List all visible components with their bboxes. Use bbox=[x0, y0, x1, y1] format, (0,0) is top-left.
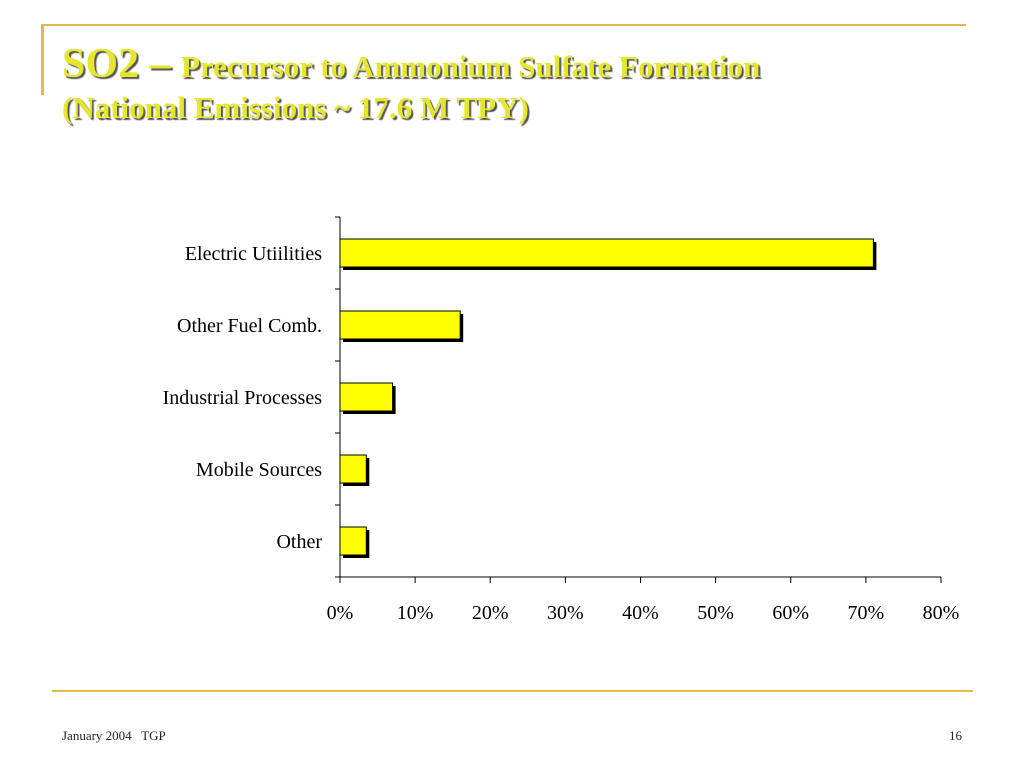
x-tick-label: 80% bbox=[923, 602, 960, 624]
bar bbox=[339, 454, 367, 484]
bar bbox=[339, 238, 874, 268]
x-tick-label: 40% bbox=[622, 602, 659, 624]
footer-page-number: 16 bbox=[949, 728, 962, 743]
x-tick-label: 30% bbox=[547, 602, 584, 624]
category-label: Industrial Processes bbox=[163, 387, 323, 409]
category-label: Electric Utiilities bbox=[185, 243, 322, 265]
x-tick-label: 50% bbox=[697, 602, 734, 624]
footer-divider-line bbox=[52, 690, 973, 692]
slide-title-main: Precursor to Ammonium Sulfate Formation bbox=[181, 49, 761, 84]
bar bbox=[339, 310, 461, 340]
category-label: Other Fuel Comb. bbox=[177, 315, 322, 337]
slide-subtitle: (National Emissions ~ 17.6 M TPY) bbox=[62, 90, 529, 126]
slide-title-prefix: SO2 – bbox=[62, 41, 182, 87]
x-tick-label: 60% bbox=[772, 602, 809, 624]
footer-date-author: January 2004 TGP bbox=[62, 728, 166, 743]
slide-title: SO2 – Precursor to Ammonium Sulfate Form… bbox=[62, 40, 760, 126]
title-frame-horizontal-line bbox=[41, 24, 966, 26]
x-tick-label: 10% bbox=[397, 602, 434, 624]
title-frame-vertical-line bbox=[41, 24, 44, 95]
category-label: Mobile Sources bbox=[196, 459, 322, 481]
category-label: Other bbox=[276, 531, 322, 553]
bar bbox=[339, 382, 394, 412]
bar bbox=[339, 526, 367, 556]
x-tick-label: 20% bbox=[472, 602, 509, 624]
x-tick-label: 0% bbox=[327, 602, 354, 624]
x-tick-label: 70% bbox=[848, 602, 885, 624]
